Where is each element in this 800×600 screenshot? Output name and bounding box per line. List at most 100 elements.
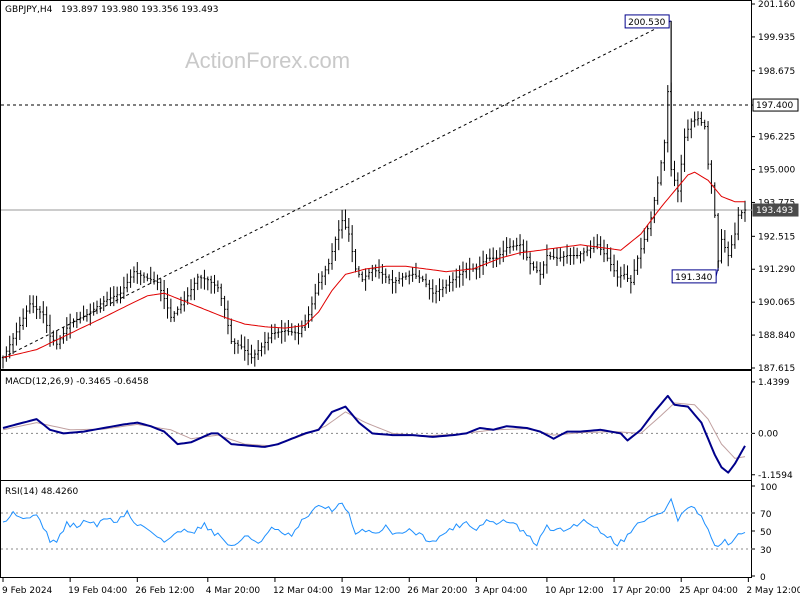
price-bar <box>263 331 267 355</box>
price-bar <box>646 224 649 242</box>
price-bar <box>528 252 532 275</box>
price-bar <box>226 300 230 335</box>
price-bar <box>330 243 334 270</box>
price-bar <box>626 265 629 282</box>
price-bar <box>300 320 304 338</box>
time-tick-label: 17 Apr 20:00 <box>612 586 671 596</box>
price-bar <box>68 313 72 339</box>
price-bar <box>532 261 535 271</box>
price-bar <box>448 275 451 292</box>
price-bar <box>706 121 710 170</box>
price-bar <box>377 259 381 279</box>
price-bar <box>129 269 132 288</box>
price-bar <box>455 268 458 288</box>
price-bar <box>173 311 176 322</box>
price-bar <box>62 327 65 344</box>
price-bar <box>347 218 351 242</box>
price-bar <box>216 280 220 293</box>
price-bar <box>240 334 243 350</box>
price-bar <box>740 210 743 219</box>
price-bar <box>357 266 361 278</box>
time-tick-label: 9 Feb 2024 <box>2 586 53 596</box>
price-bar <box>720 229 723 264</box>
price-bar <box>337 220 340 251</box>
price-bar <box>572 246 575 265</box>
price-bar <box>485 254 488 267</box>
price-bar <box>683 128 686 172</box>
price-bar <box>428 279 431 300</box>
price-bar <box>293 325 297 341</box>
price-bar <box>488 248 492 262</box>
price-bar <box>350 225 354 263</box>
price-bar <box>72 318 75 328</box>
low-marker: 191.340 <box>671 267 719 284</box>
time-tick-label: 26 Mar 20:00 <box>407 586 467 596</box>
rsi-pane-frame <box>0 480 752 578</box>
price-bar <box>431 279 434 303</box>
macd-tick-label: 0.00 <box>758 429 778 439</box>
price-bar <box>421 275 424 282</box>
price-bar <box>381 264 384 284</box>
price-bar <box>502 240 505 263</box>
price-bar <box>132 266 136 283</box>
price-bar <box>5 346 8 362</box>
price-bar <box>82 305 85 321</box>
price-bar <box>314 283 317 310</box>
price-bar <box>727 241 730 267</box>
price-bar <box>213 274 216 294</box>
time-tick-label: 2 May 12:00 <box>746 586 800 596</box>
price-bar <box>700 111 703 126</box>
price-bar <box>515 237 518 251</box>
price-bar <box>367 268 371 280</box>
price-bar <box>48 314 52 347</box>
price-bar <box>142 272 146 284</box>
price-bar <box>562 251 565 267</box>
time-tick-label: 3 Apr 04:00 <box>474 586 527 596</box>
rsi-title: RSI(14) 48.4260 <box>5 487 78 497</box>
price-bar <box>612 254 616 277</box>
price-bar <box>283 322 287 342</box>
price-bar <box>518 234 522 256</box>
price-bar <box>176 306 179 316</box>
price-bar <box>542 261 545 279</box>
price-bar <box>102 295 105 312</box>
price-bar <box>99 298 102 313</box>
price-bar <box>290 323 293 336</box>
rsi-tick-label: 70 <box>760 510 772 520</box>
macd-tick-label: -1.1594 <box>758 471 793 481</box>
price-bar <box>538 262 542 285</box>
price-bar <box>112 286 115 307</box>
price-bar <box>166 288 169 319</box>
price-bar <box>394 277 398 294</box>
price-bar <box>122 276 126 300</box>
price-tick-label: 190.065 <box>758 298 795 308</box>
symbol-label: GBPJPY,H4 <box>5 5 53 15</box>
moving-average-line <box>2 171 745 359</box>
price-bar <box>703 119 706 130</box>
price-bar <box>156 274 159 291</box>
badge-text: 197.400 <box>756 101 793 111</box>
price-bar <box>203 269 206 290</box>
price-bar <box>629 275 633 294</box>
price-bar <box>397 271 401 284</box>
price-tick-label: 192.515 <box>758 232 795 242</box>
time-tick-label: 19 Mar 12:00 <box>340 586 400 596</box>
price-bar <box>565 244 569 264</box>
price-bar <box>25 305 28 328</box>
price-tick-label: 187.615 <box>758 364 795 374</box>
price-bar <box>15 322 18 346</box>
price-bar <box>585 245 589 257</box>
current-price-badge: 193.493 <box>752 203 799 217</box>
price-bar <box>89 303 92 326</box>
price-bar <box>579 251 582 264</box>
price-bar <box>535 261 539 274</box>
price-bar <box>636 255 639 275</box>
price-bar <box>280 320 283 344</box>
marker-value: 200.530 <box>628 18 665 28</box>
price-bar <box>434 285 438 304</box>
price-bar <box>206 276 210 291</box>
time-tick-label: 26 Feb 12:00 <box>135 586 194 596</box>
price-bar <box>475 263 478 280</box>
